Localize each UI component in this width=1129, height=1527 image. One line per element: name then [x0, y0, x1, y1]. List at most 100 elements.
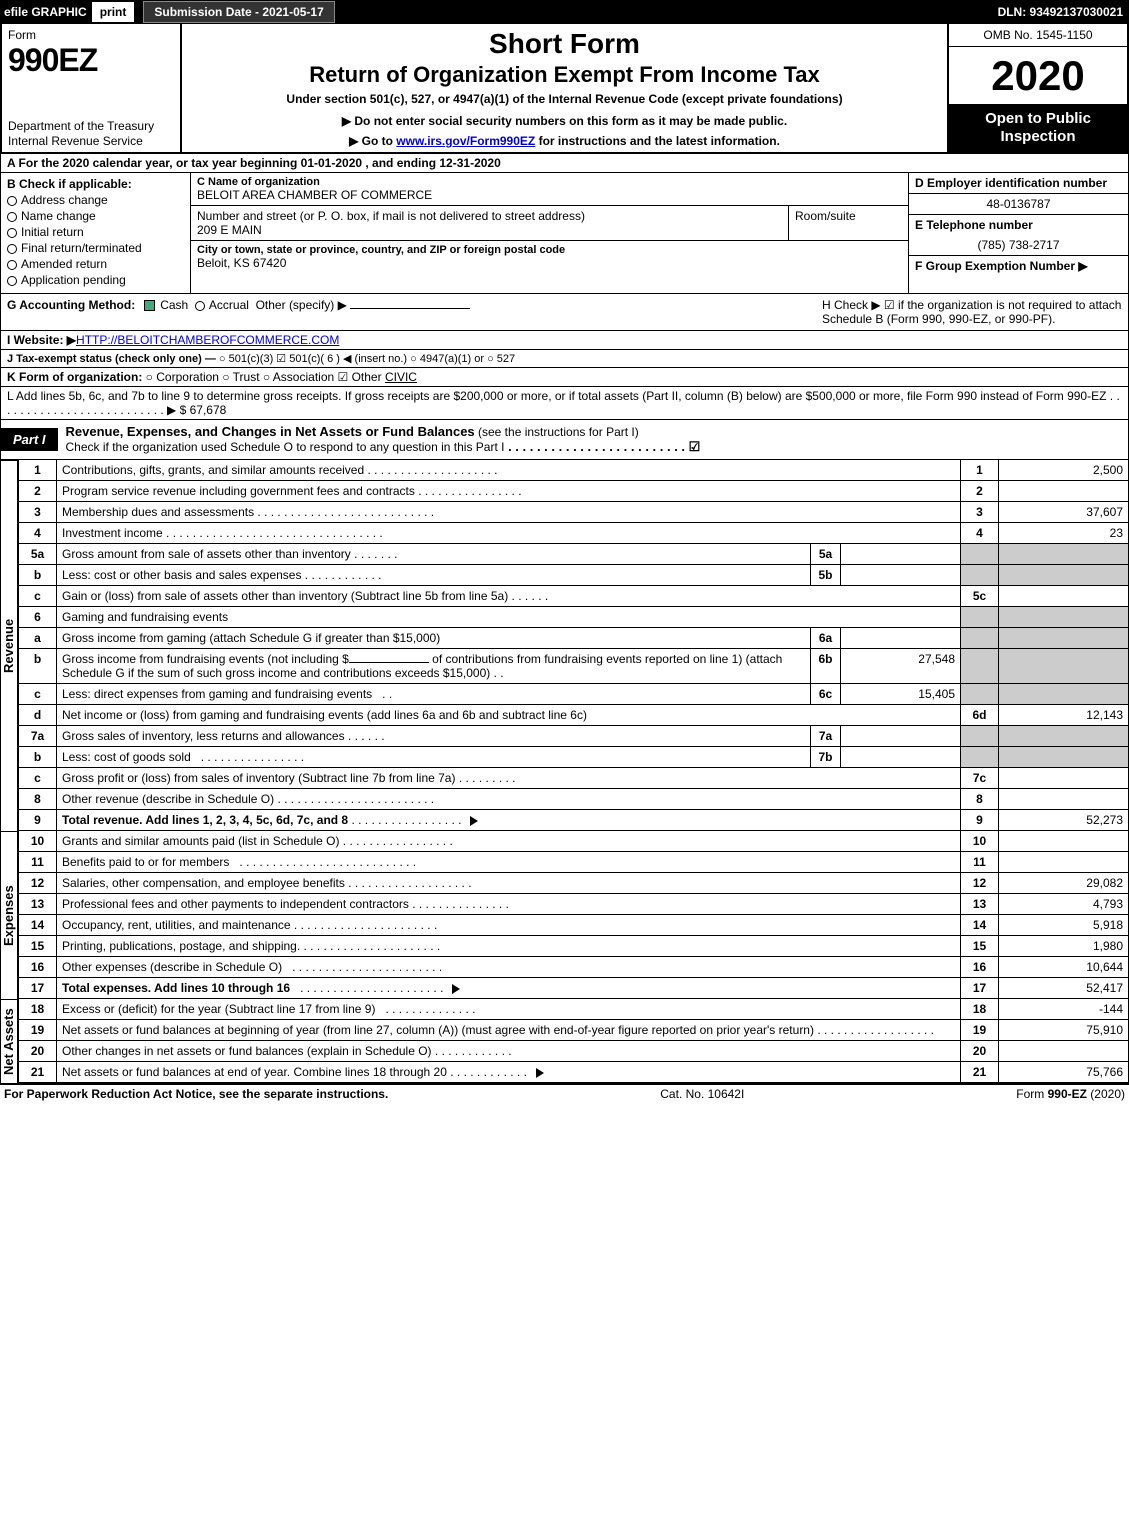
ein-heading: D Employer identification number [909, 173, 1128, 194]
revenue-table: 1Contributions, gifts, grants, and simil… [18, 460, 1129, 831]
line-5b: bLess: cost or other basis and sales exp… [19, 565, 1129, 586]
line-14: 14Occupancy, rent, utilities, and mainte… [19, 915, 1129, 936]
revenue-side-label: Revenue [0, 460, 18, 831]
line-6d: dNet income or (loss) from gaming and fu… [19, 705, 1129, 726]
page-footer: For Paperwork Reduction Act Notice, see … [0, 1083, 1129, 1103]
line-13: 13Professional fees and other payments t… [19, 894, 1129, 915]
ein-value: 48-0136787 [909, 194, 1128, 215]
opt-name-change[interactable]: Name change [7, 209, 184, 223]
arrow-icon [452, 984, 460, 994]
header-center: Short Form Return of Organization Exempt… [182, 24, 947, 152]
phone-value: (785) 738-2717 [909, 235, 1128, 256]
line-6a: aGross income from gaming (attach Schedu… [19, 628, 1129, 649]
l-text: L Add lines 5b, 6c, and 7b to line 9 to … [7, 389, 1106, 403]
revenue-section: Revenue 1Contributions, gifts, grants, a… [0, 460, 1129, 831]
line-17: 17Total expenses. Add lines 10 through 1… [19, 978, 1129, 999]
line-21: 21Net assets or fund balances at end of … [19, 1062, 1129, 1083]
part1-title: Revenue, Expenses, and Changes in Net As… [58, 420, 1128, 459]
accrual-label: Accrual [209, 298, 249, 312]
form-header: Form 990EZ Department of the Treasury In… [0, 24, 1129, 154]
department-label: Department of the Treasury Internal Reve… [8, 119, 174, 148]
header-left: Form 990EZ Department of the Treasury In… [2, 24, 182, 152]
i-label: I Website: ▶ [7, 333, 76, 347]
j-options: ○ 501(c)(3) ☑ 501(c)( 6 ) ◀ (insert no.)… [219, 353, 515, 365]
row-l-gross: L Add lines 5b, 6c, and 7b to line 9 to … [0, 387, 1129, 420]
line-6: 6Gaming and fundraising events [19, 607, 1129, 628]
net-assets-section: Net Assets 18Excess or (deficit) for the… [0, 999, 1129, 1083]
org-name: BELOIT AREA CHAMBER OF COMMERCE [197, 188, 902, 202]
print-button[interactable]: print [91, 1, 136, 23]
col-b-checkboxes: B Check if applicable: Address change Na… [1, 173, 191, 293]
part1-label: Part I [1, 428, 58, 451]
phone-heading: E Telephone number [909, 215, 1128, 235]
opt-initial-return[interactable]: Initial return [7, 225, 184, 239]
line-20: 20Other changes in net assets or fund ba… [19, 1041, 1129, 1062]
irs-link[interactable]: www.irs.gov/Form990EZ [396, 134, 535, 148]
other-specify: Other (specify) ▶ [256, 298, 347, 312]
dln-label: DLN: 93492137030021 [998, 5, 1123, 19]
line-12: 12Salaries, other compensation, and empl… [19, 873, 1129, 894]
line-15: 15Printing, publications, postage, and s… [19, 936, 1129, 957]
g-label: G Accounting Method: [7, 298, 135, 312]
line-18: 18Excess or (deficit) for the year (Subt… [19, 999, 1129, 1020]
line-5a: 5aGross amount from sale of assets other… [19, 544, 1129, 565]
addr-heading: Number and street (or P. O. box, if mail… [197, 209, 782, 223]
part1-check-icon: ☑ [689, 439, 701, 454]
dept-treasury: Department of the Treasury [8, 119, 174, 133]
room-heading: Room/suite [795, 209, 902, 223]
opt-application-pending[interactable]: Application pending [7, 273, 184, 287]
line-10: 10Grants and similar amounts paid (list … [19, 831, 1129, 852]
line-7b: bLess: cost of goods sold . . . . . . . … [19, 747, 1129, 768]
k-options: ○ Corporation ○ Trust ○ Association ☑ Ot… [146, 370, 385, 384]
accrual-radio[interactable] [195, 301, 205, 311]
expenses-section: Expenses 10Grants and similar amounts pa… [0, 831, 1129, 999]
row-j-status: J Tax-exempt status (check only one) — ○… [0, 350, 1129, 368]
line-9: 9Total revenue. Add lines 1, 2, 3, 4, 5c… [19, 810, 1129, 831]
expenses-side-label: Expenses [0, 831, 18, 999]
line-5c: cGain or (loss) from sale of assets othe… [19, 586, 1129, 607]
line-7a: 7aGross sales of inventory, less returns… [19, 726, 1129, 747]
go-pre: ▶ Go to [349, 134, 396, 148]
submission-date: Submission Date - 2021-05-17 [143, 1, 334, 23]
l-amount: ▶ $ 67,678 [167, 403, 226, 417]
org-name-box: C Name of organization BELOIT AREA CHAMB… [191, 173, 908, 206]
col-c-name-address: C Name of organization BELOIT AREA CHAMB… [191, 173, 908, 293]
part1-bar: Part I Revenue, Expenses, and Changes in… [0, 420, 1129, 460]
other-input[interactable] [350, 308, 470, 309]
entity-info-grid: B Check if applicable: Address change Na… [0, 173, 1129, 294]
row-a-tax-year: A For the 2020 calendar year, or tax yea… [0, 154, 1129, 173]
opt-address-change[interactable]: Address change [7, 193, 184, 207]
go-to-link-row: ▶ Go to www.irs.gov/Form990EZ for instru… [186, 134, 943, 148]
net-assets-table: 18Excess or (deficit) for the year (Subt… [18, 999, 1129, 1083]
row-k-org: K Form of organization: ○ Corporation ○ … [0, 368, 1129, 387]
line-8: 8Other revenue (describe in Schedule O) … [19, 789, 1129, 810]
group-exemption: F Group Exemption Number ▶ [909, 256, 1128, 276]
cash-checkbox[interactable] [144, 300, 155, 311]
city-state-zip: Beloit, KS 67420 [197, 256, 902, 270]
org-name-heading: C Name of organization [197, 176, 902, 188]
line-3: 3Membership dues and assessments . . . .… [19, 502, 1129, 523]
k-label: K Form of organization: [7, 370, 142, 384]
opt-final-return[interactable]: Final return/terminated [7, 241, 184, 255]
form-word: Form [8, 28, 174, 42]
website-link[interactable]: HTTP://BELOITCHAMBEROFCOMMERCE.COM [76, 333, 339, 347]
cash-label: Cash [160, 298, 188, 312]
city-box: City or town, state or province, country… [191, 241, 908, 273]
addr-row: Number and street (or P. O. box, if mail… [191, 206, 908, 241]
dept-irs: Internal Revenue Service [8, 134, 174, 148]
line-4: 4Investment income . . . . . . . . . . .… [19, 523, 1129, 544]
line-11: 11Benefits paid to or for members . . . … [19, 852, 1129, 873]
title-return: Return of Organization Exempt From Incom… [186, 62, 943, 88]
net-assets-side-label: Net Assets [0, 999, 18, 1083]
row-gh: G Accounting Method: Cash Accrual Other … [0, 294, 1129, 331]
opt-amended-return[interactable]: Amended return [7, 257, 184, 271]
arrow-icon [536, 1068, 544, 1078]
row-i-website: I Website: ▶HTTP://BELOITCHAMBEROFCOMMER… [0, 331, 1129, 350]
title-short-form: Short Form [186, 28, 943, 60]
k-other-value: CIVIC [385, 370, 417, 384]
h-check: H Check ▶ ☑ if the organization is not r… [822, 298, 1122, 326]
col-def: D Employer identification number 48-0136… [908, 173, 1128, 293]
line-6b: bGross income from fundraising events (n… [19, 649, 1129, 684]
efile-label: efile GRAPHIC [4, 5, 87, 19]
form-number: 990EZ [8, 42, 174, 79]
